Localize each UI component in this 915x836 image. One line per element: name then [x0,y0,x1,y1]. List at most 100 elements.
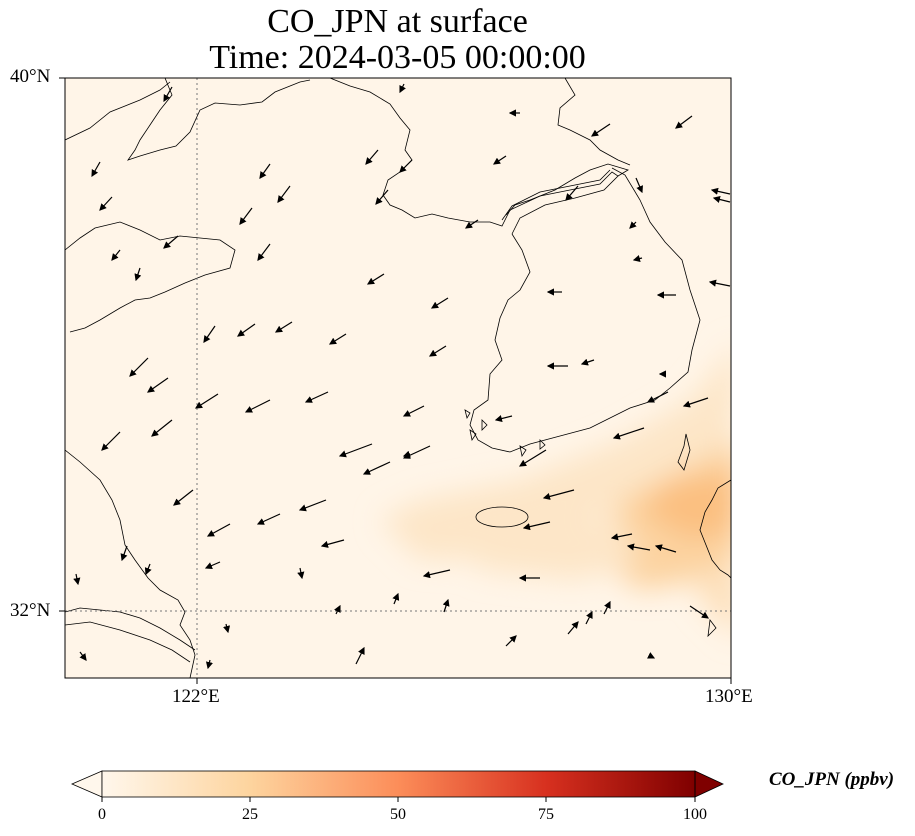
wind-arrow [355,646,365,665]
wind-arrow [91,161,101,178]
wind-arrow [612,427,645,440]
wind-arrow [73,573,81,586]
map-title: CO_JPN at surface [267,3,528,40]
wind-arrow [203,325,216,343]
wind-arrow [591,123,611,137]
wind-arrow [710,187,731,195]
wind-arrow [277,185,291,203]
wind-arrow [362,461,391,475]
wind-vectors [73,83,731,670]
wind-arrow [567,621,579,635]
wind-arrow [205,659,213,670]
colorbar-tick-label: 25 [242,806,258,823]
wind-arrow [712,195,731,203]
wind-arrow [204,561,221,569]
wind-arrow [632,255,643,263]
wind-arrow [223,623,231,634]
wind-arrow [402,450,411,458]
wind-arrow [430,297,449,309]
map-frame [64,77,732,679]
colorbar-label: CO_JPN (ppbv) [769,769,895,790]
wind-arrow [134,267,142,282]
wind-arrow [366,273,385,285]
wind-arrow [402,405,425,417]
wind-arrow [194,393,219,409]
wind-arrow [522,521,551,531]
wind-arrow [99,196,113,211]
wind-arrow [129,357,149,377]
wind-arrow [682,397,709,408]
wind-arrow [708,279,731,287]
wind-arrow [147,377,169,393]
wind-arrow [298,499,327,512]
wind-arrow [151,419,173,437]
wind-arrow [144,563,152,576]
lon-label-130e: 130°E [705,686,753,707]
wind-arrow [647,652,656,659]
lat-label-32n: 32°N [10,600,51,621]
map-time-subtitle: Time: 2024-03-05 00:00:00 [209,39,586,76]
wind-arrow [256,513,281,525]
wind-arrow [392,592,400,605]
wind-arrow [422,569,451,579]
wind-arrow [465,219,479,229]
colorbar-tick-label: 50 [390,806,406,823]
wind-arrow [365,149,379,165]
colorbar-extend-min [70,770,103,798]
colorbar-extend-max [694,770,724,798]
colorbar-tick-label: 0 [98,806,106,823]
wind-arrow [518,449,547,467]
wind-arrow [237,323,256,337]
lat-label-40n: 40°N [10,66,51,87]
co-plume [380,350,731,631]
wind-arrow [274,321,293,333]
wind-arrow [375,189,389,205]
axis-ticks [59,77,732,684]
wind-arrow [675,115,693,129]
wind-arrow [111,249,121,261]
wind-arrow [654,544,677,553]
wind-arrow [565,185,579,201]
wind-arrow [239,207,253,225]
wind-arrow [603,600,611,615]
colorbar-tick-label: 75 [538,806,554,823]
wind-arrow [206,523,231,537]
lon-label-122e: 122°E [172,686,220,707]
wind-arrow [585,610,593,625]
coastlines [65,78,731,678]
wind-arrow [297,567,305,580]
wind-arrow [338,443,373,458]
wind-arrow [542,489,575,500]
wind-arrow [320,539,345,548]
wind-arrow [629,221,637,229]
wind-arrow [328,333,347,345]
wind-arrow [304,391,329,403]
wind-arrow [399,159,413,173]
wind-arrow [163,235,179,249]
wind-arrow [505,635,517,647]
wind-arrow [646,391,669,403]
wind-arrow [244,399,271,413]
concentration-field [65,78,731,678]
colorbar [70,770,724,802]
wind-arrow [79,651,87,661]
wind-arrow [626,543,651,551]
wind-arrow [120,545,128,562]
wind-arrow [257,243,271,261]
wind-arrow [101,431,121,451]
wind-arrow [173,489,194,506]
colorbar-gradient [102,771,695,797]
wind-arrow [689,605,709,619]
wind-arrow [428,345,447,357]
graticule [65,78,731,678]
wind-arrow [442,598,450,613]
wind-arrow [580,358,595,366]
wind-arrow [334,604,341,615]
wind-arrow [399,83,406,94]
wind-arrow [610,533,633,541]
wind-arrow [635,177,643,194]
wind-arrow [163,86,173,103]
wind-arrow [494,415,513,423]
colorbar-tick-label: 100 [683,806,707,823]
